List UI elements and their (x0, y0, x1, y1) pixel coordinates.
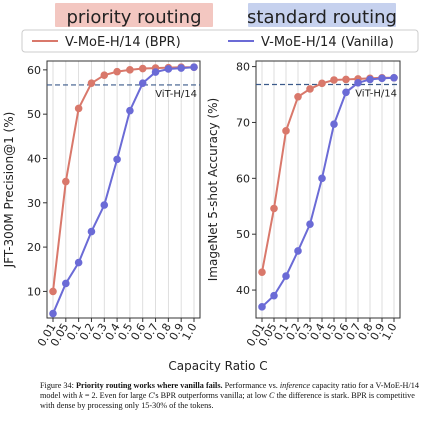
y-axis-label: JFT-300M Precision@1 (%) (2, 112, 16, 269)
y-tick-label: 80 (236, 61, 250, 74)
reference-label: ViT-H/14 (155, 89, 197, 100)
data-point-bpr (138, 64, 147, 73)
y-tick-label: 20 (27, 241, 41, 254)
data-point-bpr (62, 177, 70, 186)
reference-label: ViT-H/14 (355, 88, 397, 99)
x-tick-label: 1.0 (380, 321, 400, 343)
series-line-bpr (261, 76, 394, 273)
data-point-bpr (113, 67, 121, 76)
right-panel-title: standard routing (247, 7, 397, 28)
legend: V-MoE-H/14 (BPR) V-MoE-H/14 (Vanilla) (21, 29, 419, 53)
data-point-vanilla (318, 174, 326, 183)
data-point-vanilla (190, 63, 198, 72)
data-point-vanilla (177, 64, 185, 72)
x-axis-label: Capacity Ratio C (168, 359, 267, 372)
data-point-bpr (318, 79, 326, 88)
data-point-bpr (49, 287, 57, 296)
data-point-vanilla (49, 309, 57, 318)
legend-label-bpr: V-MoE-H/14 (BPR) (65, 35, 181, 50)
data-point-vanilla (113, 155, 121, 164)
data-point-bpr (270, 204, 278, 213)
jft-precision-chart: 1020304050600.010.050.10.20.30.40.50.60.… (2, 60, 201, 349)
y-tick-label: 10 (27, 285, 41, 298)
data-point-vanilla (354, 78, 362, 87)
series-line-bpr (52, 66, 194, 292)
data-point-vanilla (342, 88, 350, 97)
data-point-vanilla (270, 291, 278, 300)
data-point-vanilla (126, 106, 134, 115)
imagenet-accuracy-chart: 40506070800.010.050.10.20.30.40.50.60.70… (206, 60, 401, 349)
data-point-bpr (294, 92, 302, 101)
plot-frame (255, 60, 401, 319)
figure: priority routing standard routing V-MoE-… (2, 3, 419, 372)
data-point-vanilla (258, 303, 266, 311)
y-tick-label: 60 (27, 64, 41, 77)
y-tick-label: 40 (236, 284, 250, 297)
y-tick-label: 50 (27, 108, 41, 121)
data-point-vanilla (306, 220, 314, 228)
data-point-bpr (258, 268, 266, 276)
data-point-vanilla (282, 272, 290, 280)
y-tick-label: 30 (27, 197, 41, 210)
data-point-vanilla (294, 247, 302, 255)
data-point-vanilla (100, 201, 109, 209)
x-tick-label: 1.0 (180, 321, 200, 343)
y-tick-label: 50 (236, 228, 250, 241)
data-point-bpr (126, 66, 134, 74)
left-panel-title: priority routing (67, 7, 202, 28)
data-point-bpr (100, 71, 109, 79)
data-point-bpr (342, 75, 350, 84)
y-axis-label: ImageNet 5-shot Accuracy (%) (206, 98, 220, 282)
series-line-vanilla (52, 66, 195, 314)
data-point-vanilla (74, 258, 83, 267)
data-point-vanilla (164, 65, 173, 73)
legend-label-vanilla: V-MoE-H/14 (Vanilla) (261, 35, 394, 50)
data-point-vanilla (87, 227, 96, 236)
plot-frame (46, 60, 201, 319)
data-point-vanilla (62, 279, 70, 288)
data-point-bpr (306, 85, 314, 93)
y-tick-label: 70 (236, 116, 250, 129)
data-point-vanilla (138, 79, 147, 87)
data-point-bpr (87, 79, 96, 87)
y-tick-label: 60 (236, 172, 250, 185)
data-point-vanilla (151, 68, 160, 76)
data-point-bpr (330, 76, 338, 84)
data-point-vanilla (378, 74, 386, 83)
data-point-bpr (74, 104, 83, 113)
y-tick-label: 40 (27, 152, 41, 165)
figure-caption: Figure 34: Priority routing works where … (40, 381, 419, 410)
series-line-vanilla (261, 76, 395, 308)
data-point-bpr (282, 127, 290, 135)
data-point-vanilla (330, 120, 338, 128)
right-title-highlight (248, 3, 396, 27)
data-point-vanilla (366, 75, 374, 84)
data-point-vanilla (390, 73, 398, 82)
left-title-highlight (55, 3, 213, 27)
